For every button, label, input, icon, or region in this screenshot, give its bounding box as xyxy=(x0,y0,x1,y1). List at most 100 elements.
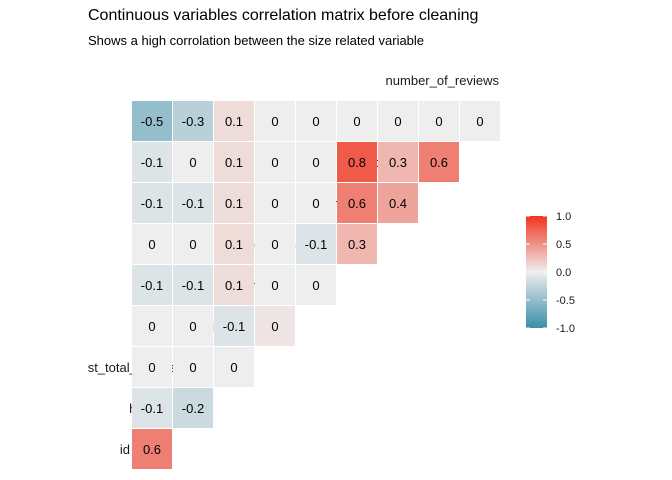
heatmap-cell xyxy=(255,183,295,223)
cell-value-label: -0.1 xyxy=(141,196,163,211)
cell-value-label: 0 xyxy=(435,114,442,129)
cell-value-label: 0.3 xyxy=(348,237,366,252)
cell-value-label: 0 xyxy=(394,114,401,129)
cell-value-label: -0.1 xyxy=(223,319,245,334)
heatmap-cell xyxy=(296,142,336,182)
cell-value-label: 0.1 xyxy=(225,196,243,211)
heatmap-cell xyxy=(378,101,418,141)
legend-tick-label: 0.0 xyxy=(556,267,571,279)
legend-tick-label: -0.5 xyxy=(556,295,575,307)
cell-value-label: 0 xyxy=(476,114,483,129)
cell-value-label: -0.1 xyxy=(305,237,327,252)
heatmap-cell xyxy=(255,101,295,141)
cell-value-label: 0 xyxy=(312,196,319,211)
heatmap-cell xyxy=(337,142,377,182)
heatmap-cell xyxy=(378,183,418,223)
cell-value-label: 0.1 xyxy=(225,155,243,170)
heatmap-cell xyxy=(214,347,254,387)
heatmap-cell xyxy=(255,142,295,182)
heatmap-cell xyxy=(132,388,172,428)
cell-value-label: 0.1 xyxy=(225,278,243,293)
cell-value-label: -0.3 xyxy=(182,114,204,129)
heatmap-cell xyxy=(419,101,459,141)
chart-title: Continuous variables correlation matrix … xyxy=(88,7,479,24)
cell-value-label: 0 xyxy=(312,114,319,129)
cell-value-label: 0 xyxy=(230,360,237,375)
heatmap-cell xyxy=(173,347,213,387)
heatmap-cell xyxy=(214,306,254,346)
variable-label-number-of-reviews: number_of_reviews xyxy=(386,73,500,88)
heatmap-cell xyxy=(132,429,172,469)
heatmap-cell xyxy=(337,224,377,264)
heatmap-cell xyxy=(214,142,254,182)
heatmap-cell xyxy=(255,224,295,264)
heatmap-cell xyxy=(337,183,377,223)
cell-value-label: 0 xyxy=(148,360,155,375)
cell-value-label: 0 xyxy=(148,319,155,334)
heatmap-cell xyxy=(296,101,336,141)
heatmap-cell xyxy=(214,265,254,305)
cell-value-label: 0 xyxy=(189,237,196,252)
cell-value-label: 0.4 xyxy=(389,196,407,211)
cell-value-label: 0.6 xyxy=(348,196,366,211)
cell-value-label: 0.1 xyxy=(225,237,243,252)
heatmap-cell xyxy=(173,101,213,141)
cell-value-label: -0.1 xyxy=(182,278,204,293)
heatmap-cell xyxy=(419,142,459,182)
cell-value-label: 0 xyxy=(312,155,319,170)
heatmap-cell xyxy=(132,224,172,264)
cell-value-label: -0.1 xyxy=(141,155,163,170)
cell-value-label: 0 xyxy=(271,155,278,170)
heatmap-cell xyxy=(132,183,172,223)
heatmap-cell xyxy=(132,265,172,305)
heatmap-cell xyxy=(132,101,172,141)
heatmap-cell xyxy=(214,101,254,141)
legend-tick-label: 0.5 xyxy=(556,239,571,251)
heatmap-cell xyxy=(173,388,213,428)
heatmap-cell xyxy=(173,224,213,264)
chart-subtitle: Shows a high corrolation between the siz… xyxy=(88,33,425,48)
legend-tick-label: 1.0 xyxy=(556,211,571,223)
cell-value-label: 0.3 xyxy=(389,155,407,170)
heatmap-cell xyxy=(337,101,377,141)
cell-value-label: 0.6 xyxy=(143,442,161,457)
heatmap-cells: 0.6 -0.1 -0.2 0 0 0 0 0 -0.1 0 -0.1 -0.1 0.1 0 0 0 0 0.1 0… xyxy=(132,101,500,469)
legend-tick-label: -1.0 xyxy=(556,323,575,335)
legend-colorbar xyxy=(526,216,547,328)
cell-value-label: 0.1 xyxy=(225,114,243,129)
heatmap-cell xyxy=(296,265,336,305)
heatmap-cell xyxy=(378,142,418,182)
cell-value-label: 0 xyxy=(271,114,278,129)
cell-value-label: 0.6 xyxy=(430,155,448,170)
variable-label-id: id xyxy=(120,442,130,457)
heatmap-cell xyxy=(132,347,172,387)
cell-value-label: 0 xyxy=(312,278,319,293)
heatmap-cell xyxy=(296,224,336,264)
heatmap-cell xyxy=(255,306,295,346)
cell-value-label: -0.2 xyxy=(182,401,204,416)
cell-value-label: 0.8 xyxy=(348,155,366,170)
heatmap-cell xyxy=(132,142,172,182)
cell-value-label: 0 xyxy=(271,237,278,252)
cell-value-label: 0 xyxy=(271,196,278,211)
heatmap-cell xyxy=(214,224,254,264)
cell-value-label: 0 xyxy=(271,319,278,334)
cell-value-label: 0 xyxy=(189,155,196,170)
heatmap-cell xyxy=(132,306,172,346)
cell-value-label: 0 xyxy=(353,114,360,129)
cell-value-label: 0 xyxy=(189,319,196,334)
heatmap-cell xyxy=(214,183,254,223)
heatmap-cell xyxy=(296,183,336,223)
cell-value-label: 0 xyxy=(189,360,196,375)
heatmap-cell xyxy=(173,265,213,305)
cell-value-label: -0.1 xyxy=(141,401,163,416)
heatmap-cell xyxy=(173,183,213,223)
cell-value-label: 0 xyxy=(271,278,278,293)
heatmap-cell xyxy=(173,142,213,182)
cell-value-label: -0.1 xyxy=(182,196,204,211)
heatmap-cell xyxy=(173,306,213,346)
heatmap-cell xyxy=(460,101,500,141)
cell-value-label: 0 xyxy=(148,237,155,252)
cell-value-label: -0.5 xyxy=(141,114,163,129)
